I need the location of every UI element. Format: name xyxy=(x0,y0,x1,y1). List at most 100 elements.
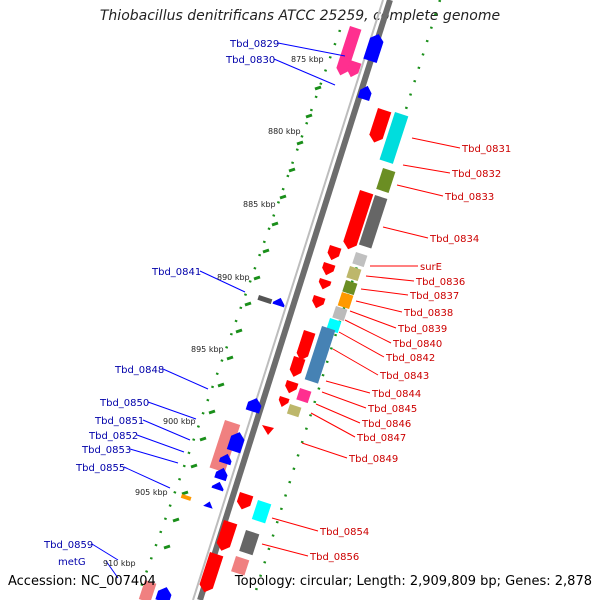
gene-block xyxy=(296,388,312,404)
tick-dash xyxy=(190,463,198,469)
reverse-label-leader xyxy=(91,543,119,561)
reverse-label-leader xyxy=(142,419,191,441)
forward-gene-label: Tbd_0834 xyxy=(429,234,479,245)
reverse-gene xyxy=(226,432,245,454)
forward-gene xyxy=(312,295,326,309)
forward-gene-label: Tbd_0837 xyxy=(409,291,459,302)
forward-gene xyxy=(327,245,342,261)
reverse-gene-shape xyxy=(155,587,172,600)
forward-gene-label: Tbd_0847 xyxy=(356,433,406,444)
forward-gene-label: Tbd_0836 xyxy=(415,277,465,288)
forward-label-leader xyxy=(355,300,403,313)
reverse-label-leader xyxy=(105,560,119,579)
reverse-label-leader xyxy=(129,448,179,464)
gene-block xyxy=(304,326,336,384)
kbp-tick-label: 880 kbp xyxy=(268,127,301,136)
gene-block xyxy=(358,195,388,249)
reverse-gene-shape xyxy=(226,432,245,454)
tick-dash xyxy=(226,355,234,361)
forward-label-leader xyxy=(396,184,444,197)
tick-dash xyxy=(163,544,171,550)
reverse-gene-label: Tbd_0841 xyxy=(151,267,201,278)
reverse-gene-shape xyxy=(211,481,224,492)
tick-dash xyxy=(181,490,189,496)
gene-block xyxy=(231,556,250,576)
reverse-gene-label: Tbd_0852 xyxy=(88,431,138,442)
reverse-label-leader xyxy=(273,58,336,86)
reverse-label-leader xyxy=(147,401,197,420)
forward-gene-shape xyxy=(216,520,238,551)
tick-dash xyxy=(296,140,304,146)
dotted-guides xyxy=(138,0,442,600)
reverse-label-leader xyxy=(162,368,209,390)
accession-text: Accession: NC_007404 xyxy=(8,574,156,589)
forward-label-leader xyxy=(411,137,461,149)
reverse-label-leader xyxy=(199,270,246,293)
tick-dash xyxy=(244,301,252,307)
forward-gene-shape xyxy=(289,356,306,377)
gene-block xyxy=(379,111,409,164)
label-leader-lines xyxy=(91,42,461,579)
kbp-tick-label: 875 kbp xyxy=(291,55,324,64)
backbone-inner xyxy=(192,0,384,600)
tick-dash xyxy=(253,275,261,281)
tick-dash xyxy=(271,221,279,227)
gene-block xyxy=(138,580,157,600)
gene-block xyxy=(257,294,273,305)
forward-gene-label: Tbd_0843 xyxy=(379,371,429,382)
forward-gene-label: Tbd_0838 xyxy=(403,308,453,319)
tick-dash xyxy=(314,85,322,91)
forward-gene xyxy=(216,520,238,551)
reverse-gene xyxy=(203,501,213,509)
tick-dash xyxy=(279,194,287,200)
map-title: Thiobacillus denitrificans ATCC 25259, c… xyxy=(99,8,501,24)
reverse-gene-shape xyxy=(214,467,228,482)
forward-gene xyxy=(343,190,374,250)
forward-gene-label: Tbd_0842 xyxy=(385,353,435,364)
forward-gene xyxy=(236,492,254,510)
forward-label-leader xyxy=(261,543,309,557)
forward-gene xyxy=(285,380,299,394)
reverse-label-leader xyxy=(123,466,171,489)
forward-gene-label: Tbd_0839 xyxy=(397,324,447,335)
forward-gene-shape xyxy=(343,190,374,250)
gene-block xyxy=(352,252,368,268)
gene-block xyxy=(376,168,396,193)
forward-gene-shape xyxy=(285,380,299,394)
gene-block xyxy=(209,420,241,473)
reverse-gene xyxy=(218,453,232,466)
tick-dash xyxy=(305,113,313,119)
reverse-gene-shape xyxy=(363,34,384,63)
forward-gene xyxy=(369,108,392,143)
reverse-gene xyxy=(272,297,285,308)
forward-label-leader xyxy=(349,310,397,329)
gene-block xyxy=(346,266,362,282)
gene-block xyxy=(239,530,260,556)
forward-gene-shape xyxy=(236,492,254,510)
tick-dash xyxy=(217,382,225,388)
backbone-outer xyxy=(197,0,393,600)
forward-gene-shape xyxy=(199,552,224,593)
reverse-gene xyxy=(363,34,384,63)
tick-dash xyxy=(262,248,270,254)
forward-label-leader xyxy=(321,391,367,409)
forward-gene-label: Tbd_0831 xyxy=(461,144,511,155)
forward-gene-shape xyxy=(278,396,290,408)
reverse-gene-label: Tbd_0830 xyxy=(225,55,275,66)
reverse-gene-shape xyxy=(272,297,285,308)
forward-label-leader xyxy=(332,348,379,376)
forward-gene xyxy=(296,330,316,361)
forward-gene-shape xyxy=(327,245,342,261)
forward-gene xyxy=(322,262,336,276)
reverse-gene-shape xyxy=(218,453,232,466)
gene-block xyxy=(337,292,354,310)
forward-label-leader xyxy=(365,275,415,282)
reverse-gene-label: Tbd_0850 xyxy=(99,398,149,409)
gene-block xyxy=(180,493,192,501)
forward-label-leader xyxy=(402,164,451,174)
gene-labels: Tbd_0831 Tbd_0832 Tbd_0833 Tbd_0834 surE Tbd_… xyxy=(43,39,511,568)
kbp-tick-label: 895 kbp xyxy=(191,345,224,354)
forward-gene-label: Tbd_0849 xyxy=(348,454,398,465)
kbp-tick-labels: 875 kbp 880 kbp 885 kbp 890 kbp 895 kbp 900 k… xyxy=(103,55,324,568)
kbp-tick-label: 905 kbp xyxy=(135,488,168,497)
